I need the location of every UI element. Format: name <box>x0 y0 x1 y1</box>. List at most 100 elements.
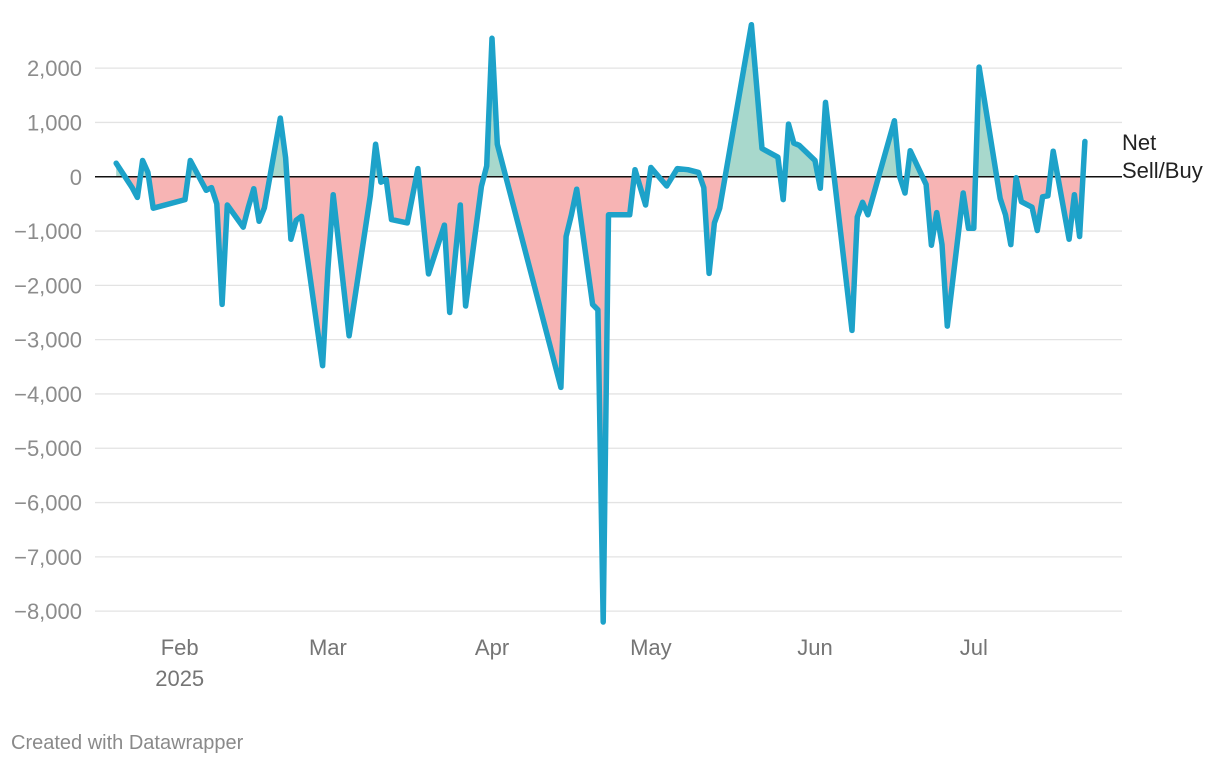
data-point <box>320 363 325 368</box>
x-tick-year-label: 2025 <box>155 666 204 691</box>
data-point <box>415 166 420 171</box>
data-point <box>288 237 293 242</box>
data-point <box>140 158 145 163</box>
data-point <box>823 100 828 105</box>
data-point <box>1051 149 1056 154</box>
data-point <box>1019 199 1024 204</box>
y-axis: 2,000 1,000 0 −1,000 −2,000 −3,000 −4,000 −5,00… <box>14 56 82 624</box>
y-tick-label: 2,000 <box>27 56 82 81</box>
data-point <box>998 196 1003 201</box>
data-point <box>389 217 394 222</box>
series-label-line-1: Net <box>1122 130 1156 155</box>
y-tick-label: −5,000 <box>14 436 82 461</box>
data-point <box>707 271 712 276</box>
data-point <box>405 220 410 225</box>
data-point <box>299 214 304 219</box>
data-point <box>781 197 786 202</box>
data-point <box>971 226 976 231</box>
x-tick-label: May <box>630 635 672 660</box>
data-point <box>151 206 156 211</box>
data-point <box>940 242 945 247</box>
data-point <box>908 148 913 153</box>
data-point <box>590 302 595 307</box>
data-point <box>632 167 637 172</box>
data-point <box>325 267 330 272</box>
data-point <box>643 202 648 207</box>
data-point <box>569 212 574 217</box>
data-point <box>791 141 796 146</box>
data-point <box>447 310 452 315</box>
data-point <box>294 218 299 223</box>
series-label-line-2: Sell/Buy <box>1122 158 1203 183</box>
data-point <box>347 333 352 338</box>
data-point <box>606 212 611 217</box>
data-point <box>384 177 389 182</box>
data-point <box>463 303 468 308</box>
y-tick-label: −8,000 <box>14 599 82 624</box>
data-point <box>897 174 902 179</box>
data-point <box>490 36 495 41</box>
net-sell-buy-line <box>113 21 1088 625</box>
data-point <box>1030 205 1035 210</box>
data-point <box>1003 212 1008 217</box>
data-point <box>818 186 823 191</box>
data-point <box>278 116 283 121</box>
data-point <box>426 271 431 276</box>
y-tick-label: −2,000 <box>14 273 82 298</box>
data-point <box>648 165 653 170</box>
data-point <box>114 161 119 166</box>
data-point <box>479 184 484 189</box>
data-point <box>929 243 934 248</box>
data-point <box>934 210 939 215</box>
data-point <box>135 195 140 200</box>
y-tick-label: −4,000 <box>14 382 82 407</box>
data-point <box>209 185 214 190</box>
data-point <box>595 307 600 312</box>
data-point <box>961 191 966 196</box>
x-tick-label: Feb <box>161 635 199 660</box>
data-point <box>850 328 855 333</box>
data-point <box>241 225 246 230</box>
data-point <box>664 183 669 188</box>
data-point <box>564 234 569 239</box>
data-point <box>458 202 463 207</box>
data-point <box>865 212 870 217</box>
y-tick-label: −6,000 <box>14 491 82 516</box>
data-point <box>627 212 632 217</box>
data-point <box>145 170 150 175</box>
data-point <box>220 302 225 307</box>
data-point <box>902 191 907 196</box>
series-label: Net Sell/Buy <box>1122 130 1203 183</box>
data-point <box>812 158 817 163</box>
data-point <box>1072 192 1077 197</box>
data-point <box>251 186 256 191</box>
data-point <box>1067 237 1072 242</box>
data-point <box>130 185 135 190</box>
data-point <box>182 197 187 202</box>
data-point <box>797 143 802 148</box>
data-point <box>1035 228 1040 233</box>
data-point <box>924 182 929 187</box>
data-point <box>977 65 982 70</box>
data-point <box>717 206 722 211</box>
x-tick-label: Apr <box>475 635 509 660</box>
data-point <box>966 226 971 231</box>
data-point <box>188 158 193 163</box>
data-point <box>760 146 765 151</box>
data-point <box>331 192 336 197</box>
data-point <box>558 385 563 390</box>
data-point <box>1008 242 1013 247</box>
data-point <box>601 620 606 625</box>
positive-area <box>725 24 781 177</box>
y-tick-label: 1,000 <box>27 110 82 135</box>
data-point <box>892 118 897 123</box>
data-point <box>1040 194 1045 199</box>
data-point <box>855 214 860 219</box>
data-point <box>945 324 950 329</box>
data-point <box>368 193 373 198</box>
y-tick-label: −1,000 <box>14 219 82 244</box>
data-point <box>1082 139 1087 144</box>
datawrapper-credit: Created with Datawrapper <box>11 732 244 754</box>
data-point <box>373 142 378 147</box>
data-point <box>775 155 780 160</box>
